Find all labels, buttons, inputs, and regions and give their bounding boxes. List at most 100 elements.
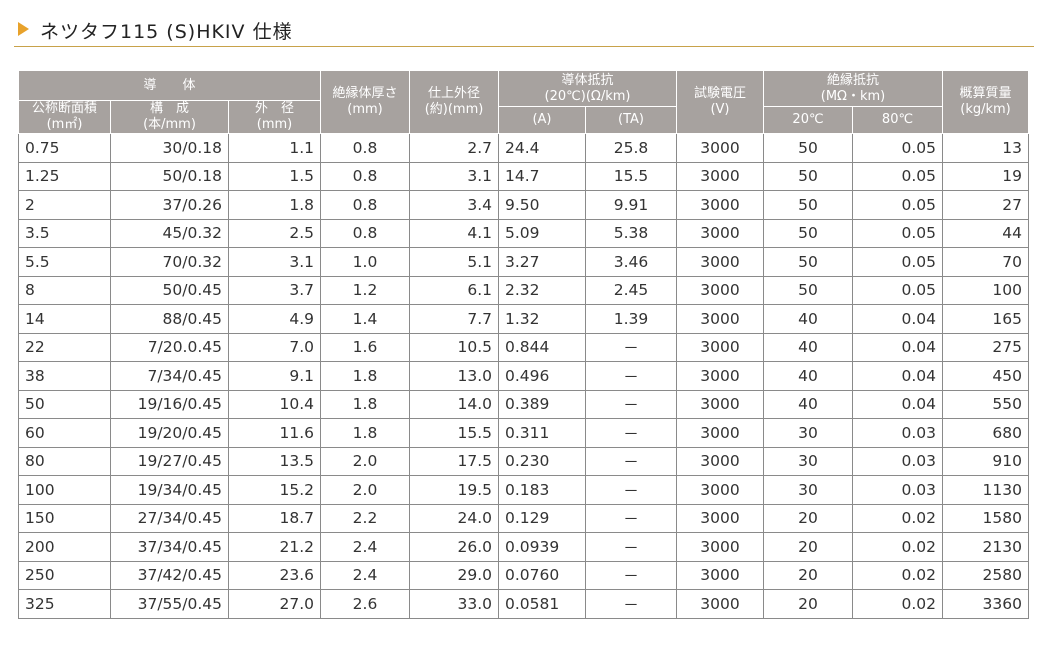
cell-res-20c: 40: [763, 389, 853, 419]
cell-diameter: 10.4: [228, 389, 321, 419]
cell-res-80c: 0.03: [852, 418, 943, 448]
cell-res-80c: 0.04: [852, 389, 943, 419]
cell-diameter: 1.8: [228, 190, 321, 220]
cell-resistance-ta: －: [585, 446, 677, 476]
cell-res-20c: 20: [763, 560, 853, 590]
cell-resistance-ta: 9.91: [585, 190, 677, 220]
cell-mass: 13: [942, 133, 1029, 163]
cell-finished: 26.0: [409, 532, 499, 562]
table-row: 3.5 45/0.32 2.5 0.8 4.1 5.09 5.38 3000 50 0.05 44: [18, 218, 1029, 248]
cell-construction: 37/55/0.45: [110, 589, 229, 619]
cell-diameter: 27.0: [228, 589, 321, 619]
cell-area: 50: [18, 389, 111, 419]
cell-diameter: 21.2: [228, 532, 321, 562]
cell-diameter: 9.1: [228, 361, 321, 391]
cell-voltage: 3000: [676, 218, 764, 248]
cell-finished: 15.5: [409, 418, 499, 448]
cell-resistance-a: 5.09: [498, 218, 586, 248]
cell-area: 1.25: [18, 161, 111, 191]
cell-mass: 2580: [942, 560, 1029, 590]
cell-res-20c: 30: [763, 475, 853, 505]
cell-res-80c: 0.05: [852, 275, 943, 305]
cell-resistance-ta: －: [585, 361, 677, 391]
cell-area: 100: [18, 475, 111, 505]
cell-finished: 3.1: [409, 161, 499, 191]
cell-finished: 5.1: [409, 247, 499, 277]
cell-area: 150: [18, 503, 111, 533]
cell-res-20c: 30: [763, 418, 853, 448]
cell-insulation: 0.8: [320, 161, 410, 191]
cell-mass: 1130: [942, 475, 1029, 505]
cell-construction: 70/0.32: [110, 247, 229, 277]
cell-area: 0.75: [18, 133, 111, 163]
cell-finished: 14.0: [409, 389, 499, 419]
cell-insulation: 0.8: [320, 218, 410, 248]
table-row: 1.25 50/0.18 1.5 0.8 3.1 14.7 15.5 3000 50 0.05 19: [18, 161, 1029, 191]
cell-area: 60: [18, 418, 111, 448]
cell-mass: 680: [942, 418, 1029, 448]
table-header: 導 体 絶縁体厚さ (mm) 仕上外径 (約)(mm) 導体抵抗 (20℃)(Ω/km…: [18, 70, 1029, 134]
cell-resistance-ta: 3.46: [585, 247, 677, 277]
cell-resistance-ta: －: [585, 589, 677, 619]
cell-diameter: 13.5: [228, 446, 321, 476]
cell-resistance-ta: －: [585, 418, 677, 448]
cell-mass: 910: [942, 446, 1029, 476]
cell-resistance-a: 9.50: [498, 190, 586, 220]
table-row: 14 88/0.45 4.9 1.4 7.7 1.32 1.39 3000 40 0.04 165: [18, 304, 1029, 334]
cell-construction: 30/0.18: [110, 133, 229, 163]
table-row: 0.75 30/0.18 1.1 0.8 2.7 24.4 25.8 3000 50 0.05 13: [18, 133, 1029, 163]
page-title-bar: ネツタフ115 (S)HKIV 仕様: [14, 14, 1034, 47]
cell-finished: 6.1: [409, 275, 499, 305]
cell-voltage: 3000: [676, 418, 764, 448]
cell-area: 14: [18, 304, 111, 334]
cell-area: 200: [18, 532, 111, 562]
cell-voltage: 3000: [676, 446, 764, 476]
cell-res-80c: 0.02: [852, 560, 943, 590]
cell-resistance-ta: －: [585, 503, 677, 533]
cell-res-20c: 50: [763, 247, 853, 277]
cell-voltage: 3000: [676, 560, 764, 590]
cell-mass: 3360: [942, 589, 1029, 619]
cell-res-80c: 0.05: [852, 133, 943, 163]
cell-mass: 450: [942, 361, 1029, 391]
cell-res-20c: 50: [763, 161, 853, 191]
header-conductor-resistance: 導体抵抗 (20℃)(Ω/km): [498, 70, 677, 107]
cell-mass: 44: [942, 218, 1029, 248]
cell-mass: 165: [942, 304, 1029, 334]
cell-insulation: 1.0: [320, 247, 410, 277]
table-row: 100 19/34/0.45 15.2 2.0 19.5 0.183 － 3000 30 0.03…: [18, 475, 1029, 505]
cell-res-80c: 0.04: [852, 304, 943, 334]
cell-resistance-a: 0.0760: [498, 560, 586, 590]
cell-mass: 275: [942, 332, 1029, 362]
header-construction: 構 成 (本/mm): [110, 100, 229, 134]
cell-insulation: 1.8: [320, 418, 410, 448]
cell-insulation: 1.8: [320, 389, 410, 419]
table-row: 5.5 70/0.32 3.1 1.0 5.1 3.27 3.46 3000 50 0.05 70: [18, 247, 1029, 277]
cell-diameter: 2.5: [228, 218, 321, 248]
cell-res-20c: 50: [763, 133, 853, 163]
header-nominal-area: 公称断面積 (m㎡): [18, 100, 111, 134]
header-insulation-resistance: 絶縁抵抗 (MΩ・km): [763, 70, 943, 107]
cell-insulation: 2.2: [320, 503, 410, 533]
cell-construction: 19/34/0.45: [110, 475, 229, 505]
cell-mass: 27: [942, 190, 1029, 220]
cell-resistance-ta: 1.39: [585, 304, 677, 334]
cell-voltage: 3000: [676, 503, 764, 533]
cell-resistance-ta: 5.38: [585, 218, 677, 248]
cell-insulation: 2.6: [320, 589, 410, 619]
table-row: 50 19/16/0.45 10.4 1.8 14.0 0.389 － 3000 40 0.04 5…: [18, 389, 1029, 419]
cell-res-80c: 0.03: [852, 475, 943, 505]
cell-construction: 7/20.0.45: [110, 332, 229, 362]
cell-finished: 24.0: [409, 503, 499, 533]
cell-resistance-a: 0.389: [498, 389, 586, 419]
cell-diameter: 11.6: [228, 418, 321, 448]
cell-voltage: 3000: [676, 161, 764, 191]
cell-insulation: 0.8: [320, 133, 410, 163]
cell-diameter: 3.1: [228, 247, 321, 277]
cell-res-80c: 0.05: [852, 161, 943, 191]
table-row: 38 7/34/0.45 9.1 1.8 13.0 0.496 － 3000 40 0.04 450: [18, 361, 1029, 391]
cell-res-20c: 30: [763, 446, 853, 476]
cell-construction: 37/42/0.45: [110, 560, 229, 590]
cell-voltage: 3000: [676, 247, 764, 277]
cell-insulation: 2.4: [320, 532, 410, 562]
